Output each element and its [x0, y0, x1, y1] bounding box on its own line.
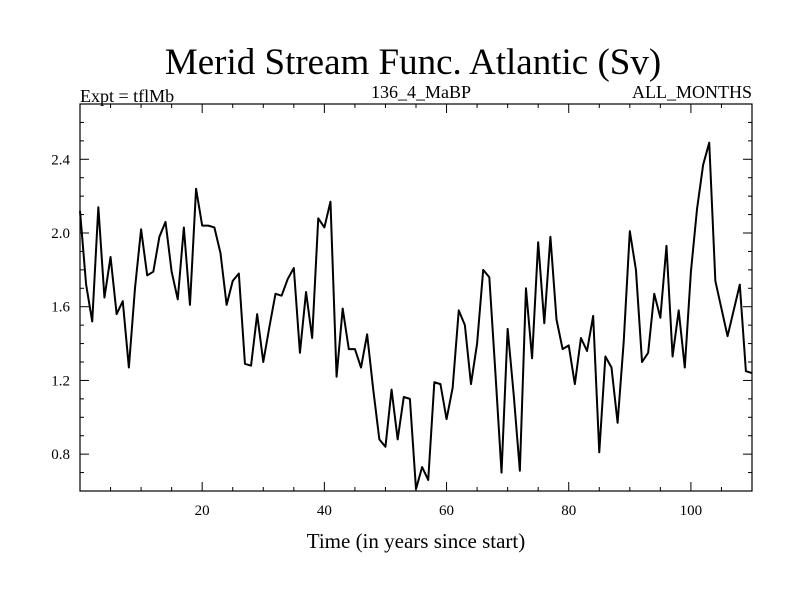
- x-tick-label: 100: [680, 503, 703, 519]
- subtitle-right: ALL_MONTHS: [632, 82, 752, 102]
- y-tick-label: 2.0: [51, 226, 70, 242]
- plot-frame: [79, 103, 753, 492]
- subtitle-center: 136_4_MaBP: [371, 82, 471, 102]
- x-tick-label: 60: [439, 503, 454, 519]
- series-layer: [79, 141, 753, 491]
- chart-title: Merid Stream Func. Atlantic (Sv): [165, 42, 661, 83]
- axis-ticks: [80, 104, 752, 491]
- x-tick-label: 20: [195, 503, 210, 519]
- y-tick-label: 1.6: [51, 300, 70, 316]
- axis-tick-labels: 0.8 1.2 1.6 2.0 2.4 20 40 60 80 100: [51, 152, 702, 519]
- x-tick-label: 40: [317, 503, 332, 519]
- x-tick-label: 80: [561, 503, 576, 519]
- series-line: [79, 141, 753, 491]
- subtitle-left: Expt = tflMb: [80, 86, 174, 106]
- y-tick-label: 1.2: [51, 373, 70, 389]
- y-tick-label: 2.4: [51, 152, 70, 168]
- y-tick-label: 0.8: [51, 447, 70, 463]
- x-axis-label: Time (in years since start): [307, 529, 526, 553]
